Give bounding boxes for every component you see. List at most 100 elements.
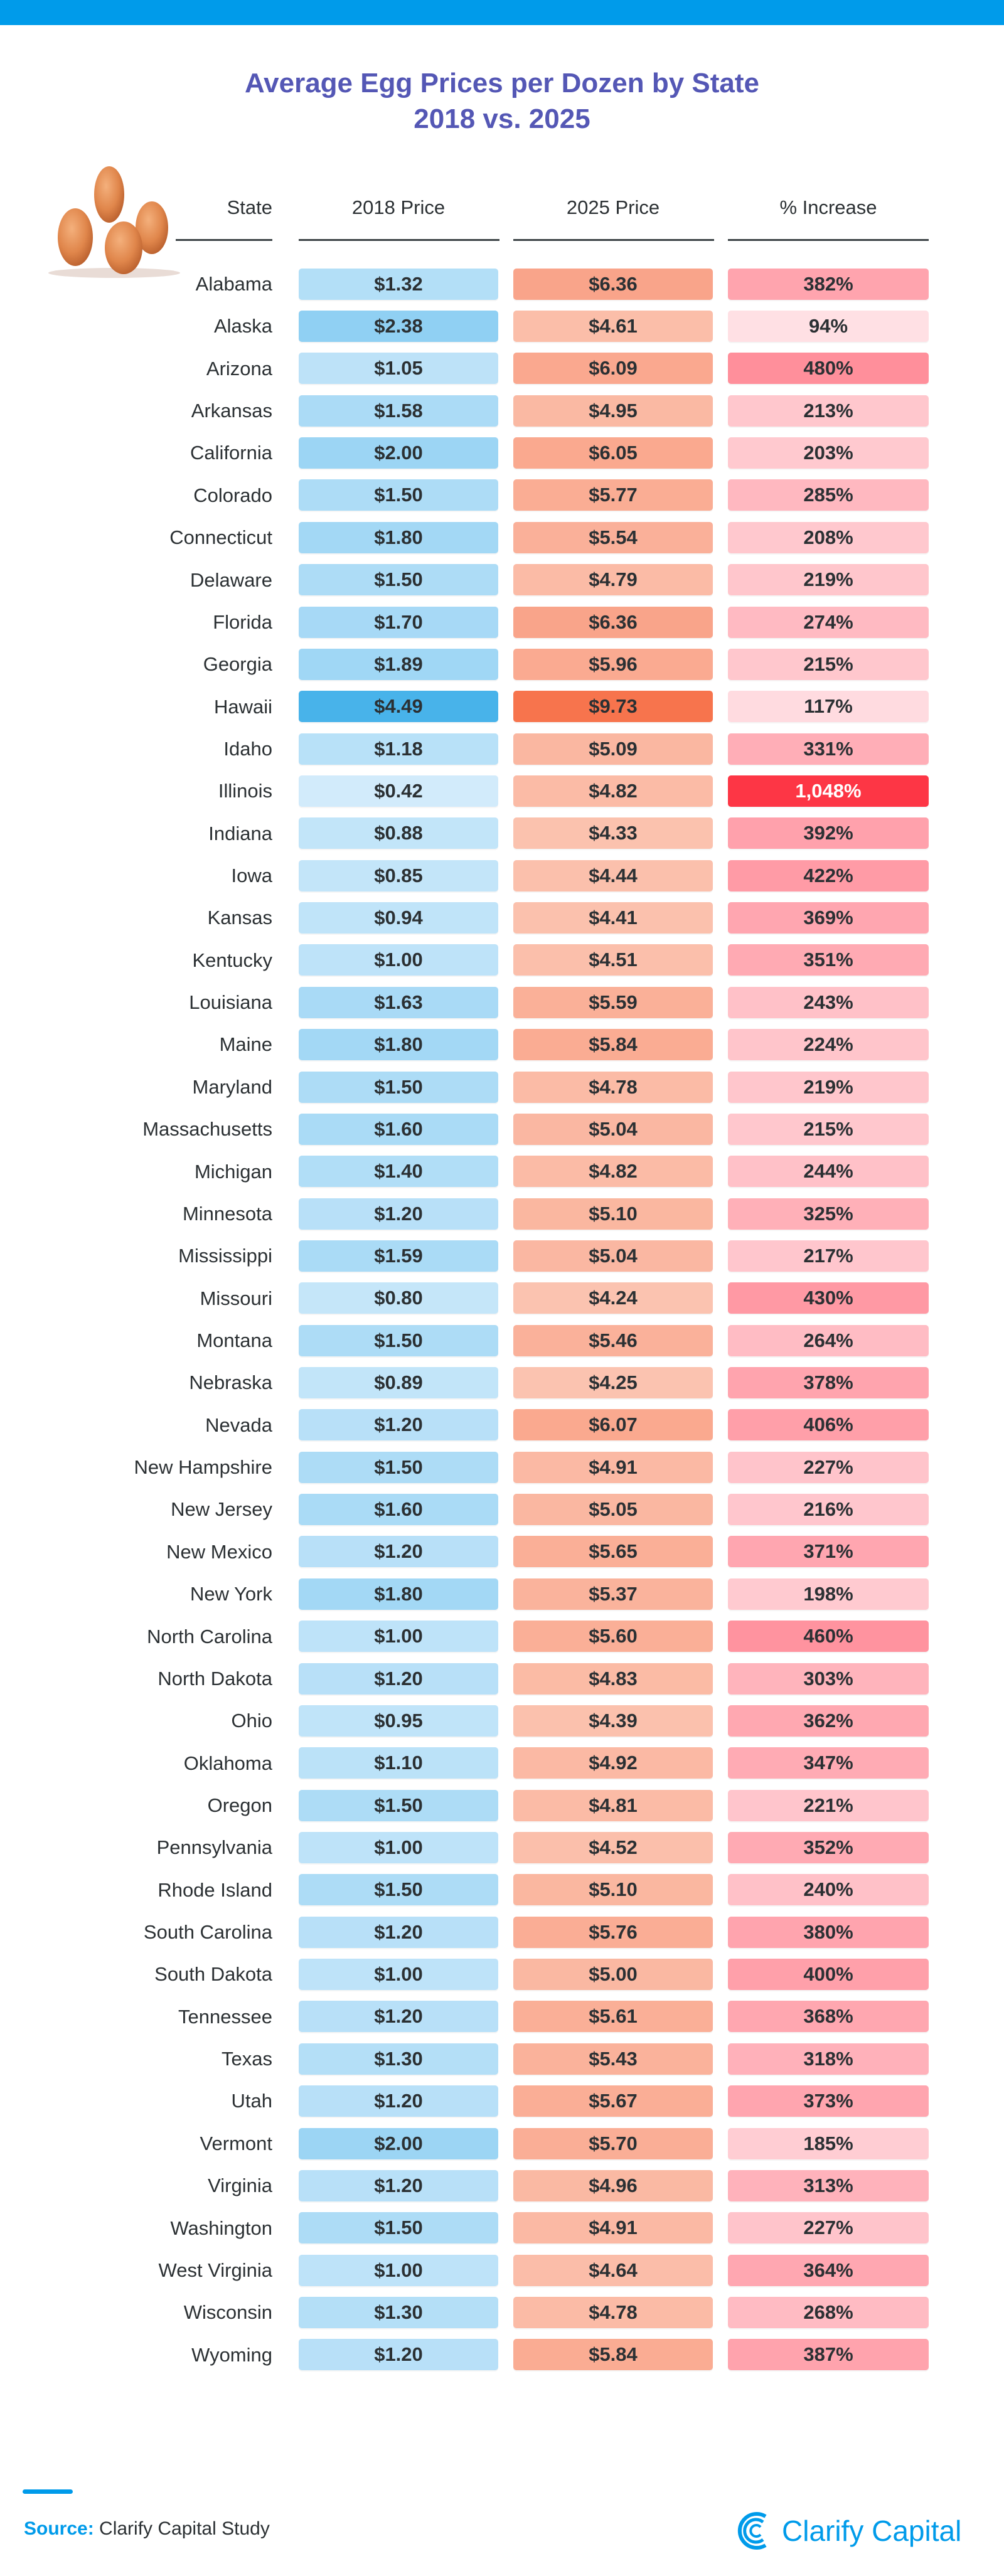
price-2018-cell: $1.00 bbox=[299, 1959, 498, 1991]
state-name: Maine bbox=[219, 1033, 272, 1056]
state-name: Ohio bbox=[231, 1710, 272, 1732]
percent-increase-cell: 1,048% bbox=[728, 775, 929, 807]
source-label: Source: bbox=[24, 2518, 94, 2539]
table-row: Connecticut $1.80 $5.54 208% bbox=[0, 516, 1004, 558]
percent-increase-cell: 352% bbox=[728, 1831, 929, 1863]
state-name: Nevada bbox=[205, 1413, 272, 1436]
percent-increase-cell: 208% bbox=[728, 521, 929, 553]
table-row: North Carolina $1.00 $5.60 460% bbox=[0, 1615, 1004, 1658]
state-name: Tennessee bbox=[178, 2005, 272, 2028]
price-2018-cell: $1.50 bbox=[299, 479, 498, 511]
price-2025-cell: $4.39 bbox=[513, 1705, 713, 1737]
price-2025-cell: $4.52 bbox=[513, 1831, 713, 1863]
price-2018-cell: $0.95 bbox=[299, 1705, 498, 1737]
source-note: Source: Clarify Capital Study bbox=[24, 2518, 270, 2540]
table-row: Ohio $0.95 $4.39 362% bbox=[0, 1700, 1004, 1742]
price-2018-cell: $1.20 bbox=[299, 2169, 498, 2201]
percent-increase-cell: 303% bbox=[728, 1663, 929, 1695]
table-row: Oklahoma $1.10 $4.92 347% bbox=[0, 1742, 1004, 1784]
table-row: North Dakota $1.20 $4.83 303% bbox=[0, 1658, 1004, 1700]
price-2018-cell: $4.49 bbox=[299, 691, 498, 723]
price-2025-cell: $5.65 bbox=[513, 1536, 713, 1568]
percent-increase-cell: 392% bbox=[728, 817, 929, 849]
percent-increase-cell: 244% bbox=[728, 1156, 929, 1188]
price-2025-cell: $5.84 bbox=[513, 1029, 713, 1061]
state-name: North Dakota bbox=[158, 1667, 272, 1690]
state-name: Pennsylvania bbox=[156, 1836, 272, 1859]
price-2025-cell: $4.91 bbox=[513, 1451, 713, 1483]
percent-increase-cell: 364% bbox=[728, 2254, 929, 2286]
price-2018-cell: $1.20 bbox=[299, 2339, 498, 2371]
price-2025-cell: $4.83 bbox=[513, 1663, 713, 1695]
price-2018-cell: $0.88 bbox=[299, 817, 498, 849]
table-row: Illinois $0.42 $4.82 1,048% bbox=[0, 770, 1004, 812]
state-name: Idaho bbox=[223, 737, 272, 760]
table-row: Virginia $1.20 $4.96 313% bbox=[0, 2164, 1004, 2206]
table-row: Hawaii $4.49 $9.73 117% bbox=[0, 686, 1004, 728]
percent-increase-cell: 362% bbox=[728, 1705, 929, 1737]
header-divider bbox=[176, 239, 272, 241]
state-name: Delaware bbox=[190, 568, 272, 591]
table-row: Wisconsin $1.30 $4.78 268% bbox=[0, 2291, 1004, 2333]
percent-increase-cell: 313% bbox=[728, 2169, 929, 2201]
state-name: Arizona bbox=[206, 357, 272, 380]
table-row: Rhode Island $1.50 $5.10 240% bbox=[0, 1869, 1004, 1911]
price-2025-cell: $4.24 bbox=[513, 1282, 713, 1314]
header-state: State bbox=[227, 196, 272, 218]
table-row: Michigan $1.40 $4.82 244% bbox=[0, 1151, 1004, 1193]
eggs-image bbox=[48, 166, 180, 278]
header-divider bbox=[299, 239, 499, 241]
price-2025-cell: $5.04 bbox=[513, 1240, 713, 1272]
percent-increase-cell: 117% bbox=[728, 691, 929, 723]
state-name: Indiana bbox=[208, 822, 272, 844]
top-accent-bar bbox=[0, 0, 1004, 25]
table-row: Utah $1.20 $5.67 373% bbox=[0, 2080, 1004, 2122]
table-row: Massachusetts $1.60 $5.04 215% bbox=[0, 1108, 1004, 1150]
chart-subtitle: 2018 vs. 2025 bbox=[414, 104, 590, 134]
table-row: Louisiana $1.63 $5.59 243% bbox=[0, 981, 1004, 1023]
price-2018-cell: $1.40 bbox=[299, 1156, 498, 1188]
percent-increase-cell: 480% bbox=[728, 353, 929, 385]
state-name: Wisconsin bbox=[183, 2301, 272, 2324]
price-2025-cell: $4.92 bbox=[513, 1747, 713, 1779]
percent-increase-cell: 217% bbox=[728, 1240, 929, 1272]
percent-increase-cell: 198% bbox=[728, 1578, 929, 1610]
price-2018-cell: $0.80 bbox=[299, 1282, 498, 1314]
price-2025-cell: $9.73 bbox=[513, 691, 713, 723]
table-row: Arkansas $1.58 $4.95 213% bbox=[0, 390, 1004, 432]
percent-increase-cell: 215% bbox=[728, 1113, 929, 1145]
price-2018-cell: $1.60 bbox=[299, 1494, 498, 1526]
state-name: Utah bbox=[231, 2090, 272, 2112]
price-2018-cell: $1.50 bbox=[299, 564, 498, 596]
table-row: Idaho $1.18 $5.09 331% bbox=[0, 728, 1004, 770]
price-2025-cell: $5.76 bbox=[513, 1916, 713, 1948]
percent-increase-cell: 285% bbox=[728, 479, 929, 511]
price-2018-cell: $0.89 bbox=[299, 1367, 498, 1399]
percent-increase-cell: 380% bbox=[728, 1916, 929, 1948]
price-2025-cell: $5.37 bbox=[513, 1578, 713, 1610]
state-name: South Dakota bbox=[154, 1963, 272, 1986]
state-name: Washington bbox=[170, 2217, 272, 2239]
price-2018-cell: $1.20 bbox=[299, 2085, 498, 2117]
price-2025-cell: $6.07 bbox=[513, 1409, 713, 1441]
state-name: Rhode Island bbox=[158, 1878, 272, 1901]
price-2025-cell: $4.96 bbox=[513, 2169, 713, 2201]
table-row: Mississippi $1.59 $5.04 217% bbox=[0, 1235, 1004, 1277]
price-2025-cell: $4.79 bbox=[513, 564, 713, 596]
state-name: New Mexico bbox=[166, 1540, 272, 1563]
state-name: Virginia bbox=[208, 2174, 272, 2197]
percent-increase-cell: 215% bbox=[728, 648, 929, 680]
price-2018-cell: $2.00 bbox=[299, 2127, 498, 2159]
price-2025-cell: $5.54 bbox=[513, 521, 713, 553]
price-2025-cell: $5.84 bbox=[513, 2339, 713, 2371]
percent-increase-cell: 369% bbox=[728, 902, 929, 934]
table-row: New Mexico $1.20 $5.65 371% bbox=[0, 1531, 1004, 1573]
percent-increase-cell: 368% bbox=[728, 2001, 929, 2033]
price-2018-cell: $1.50 bbox=[299, 1451, 498, 1483]
table-row: Texas $1.30 $5.43 318% bbox=[0, 2038, 1004, 2080]
header-percent-increase: % Increase bbox=[779, 196, 877, 218]
state-name: Mississippi bbox=[178, 1245, 272, 1267]
percent-increase-cell: 224% bbox=[728, 1029, 929, 1061]
state-name: Oregon bbox=[207, 1794, 272, 1816]
table-row: Missouri $0.80 $4.24 430% bbox=[0, 1277, 1004, 1319]
